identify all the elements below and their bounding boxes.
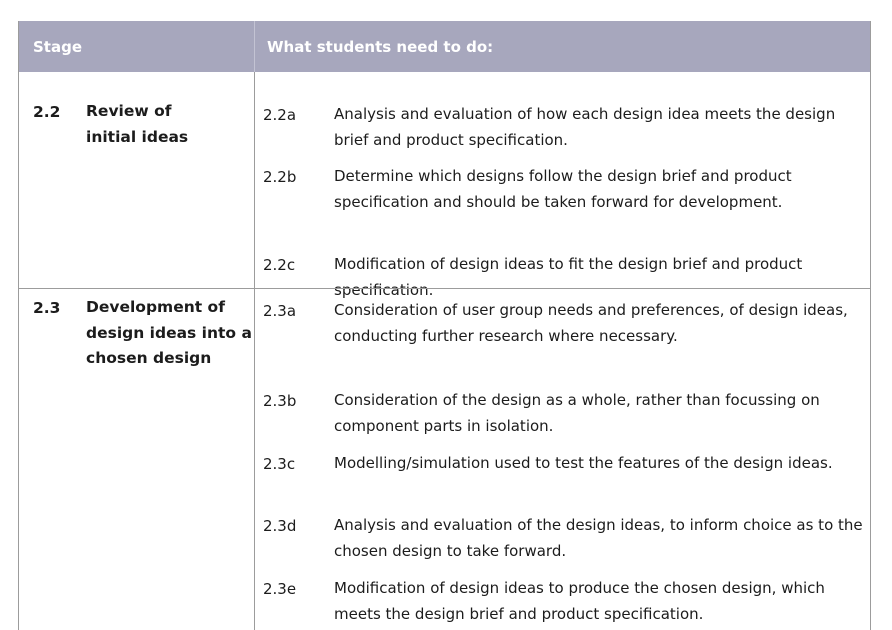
stage-number: 2.2 xyxy=(33,103,61,121)
item-description: Analysis and evaluation of the design id… xyxy=(334,516,863,560)
item-description: Modification of design ideas to produce … xyxy=(334,579,825,623)
item-description: Determine which designs follow the desig… xyxy=(334,167,792,211)
item-code: 2.3d xyxy=(263,517,297,535)
column-divider xyxy=(254,21,255,630)
item-code: 2.3b xyxy=(263,392,297,410)
item-code: 2.3e xyxy=(263,580,297,598)
item-description: Modelling/simulation used to test the fe… xyxy=(334,454,833,472)
table-header: Stage What students need to do: xyxy=(19,21,870,72)
header-column-divider xyxy=(254,21,255,72)
stage-title: Development of design ideas into a chose… xyxy=(86,298,252,367)
item-code: 2.2a xyxy=(263,106,297,124)
specification-table: Stage What students need to do: 2.2 Revi… xyxy=(18,21,871,630)
item-description: Modification of design ideas to fit the … xyxy=(334,255,803,299)
stage-number: 2.3 xyxy=(33,299,61,317)
item-description: Analysis and evaluation of how each desi… xyxy=(334,105,836,149)
requirements-column-header: What students need to do: xyxy=(267,38,494,56)
stage-section-2-2: 2.2 Review of initial ideas 2.2a Analysi… xyxy=(19,72,870,299)
item-code: 2.3c xyxy=(263,455,296,473)
item-code: 2.3a xyxy=(263,302,297,320)
stage-section-2-3: 2.3 Development of design ideas into a c… xyxy=(19,289,870,630)
item-code: 2.2c xyxy=(263,256,296,274)
stage-title: Review of initial ideas xyxy=(86,102,189,146)
item-code: 2.2b xyxy=(263,168,297,186)
stage-column-header: Stage xyxy=(33,38,83,56)
item-description: Consideration of user group needs and pr… xyxy=(334,301,848,345)
item-description: Consideration of the design as a whole, … xyxy=(334,391,820,435)
section-divider xyxy=(19,288,870,289)
